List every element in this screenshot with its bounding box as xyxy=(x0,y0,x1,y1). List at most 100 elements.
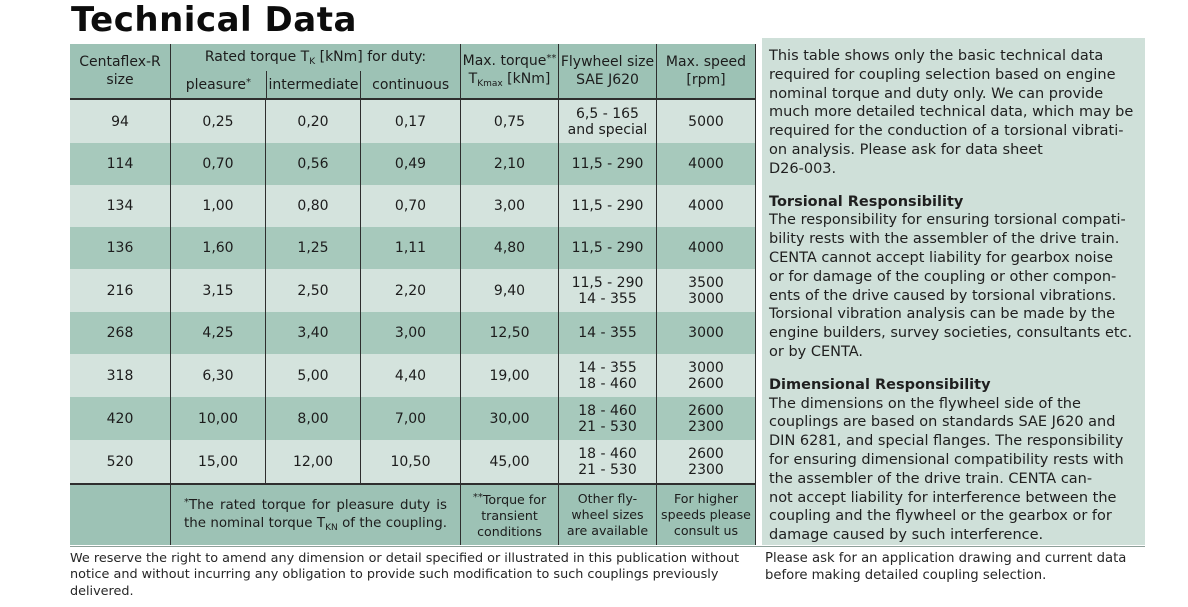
col-header-pleasure: pleasure* xyxy=(185,76,251,93)
cell-continuous: 0,70 xyxy=(361,185,461,227)
cell-intermediate: 5,00 xyxy=(266,354,361,397)
cell-flywheel: 11,5 - 290 xyxy=(559,143,657,185)
cell-pleasure: 1,60 xyxy=(171,227,266,269)
cell-continuous: 0,49 xyxy=(361,143,461,185)
cell-pleasure: 6,30 xyxy=(171,354,266,397)
cell-size: 134 xyxy=(70,185,171,227)
cell-continuous: 7,00 xyxy=(361,397,461,440)
table-row: 268 4,25 3,40 3,00 12,50 14 - 355 3000 xyxy=(70,312,756,354)
cell-flywheel: 11,5 - 290 xyxy=(559,227,657,269)
table-row: 420 10,00 8,00 7,00 30,00 18 - 460 21 - 5… xyxy=(70,397,756,440)
cell-speed: 2600 2300 xyxy=(657,397,756,440)
table-row: 114 0,70 0,56 0,49 2,10 11,5 - 290 4000 xyxy=(70,143,756,185)
cell-max-torque: 3,00 xyxy=(461,185,559,227)
cell-flywheel: 18 - 460 21 - 530 xyxy=(559,440,657,483)
cell-pleasure: 15,00 xyxy=(171,440,266,483)
table-row: 216 3,15 2,50 2,20 9,40 11,5 - 290 14 - 3… xyxy=(70,269,756,312)
cell-size: 216 xyxy=(70,269,171,312)
cell-speed: 3000 xyxy=(657,312,756,354)
rated-torque-label: Rated torque TK [kNm] for duty: xyxy=(204,48,427,67)
cell-flywheel: 6,5 - 165 and special xyxy=(559,100,657,143)
table-footer-row: *The rated torque for pleasure duty is t… xyxy=(70,483,756,545)
cell-pleasure: 10,00 xyxy=(171,397,266,440)
technical-data-table: Centaflex-R size Rated torque TK [kNm] f… xyxy=(70,44,756,545)
cell-size: 520 xyxy=(70,440,171,483)
cell-size: 318 xyxy=(70,354,171,397)
cell-intermediate: 0,20 xyxy=(266,100,361,143)
cell-intermediate: 3,40 xyxy=(266,312,361,354)
cell-continuous: 10,50 xyxy=(361,440,461,483)
cell-intermediate: 2,50 xyxy=(266,269,361,312)
cell-size: 94 xyxy=(70,100,171,143)
col-header-max-torque: Max. torque** TKmax [kNm] xyxy=(461,44,559,98)
cell-pleasure: 0,70 xyxy=(171,143,266,185)
col-header-size: Centaflex-R size xyxy=(70,44,171,98)
cell-size: 268 xyxy=(70,312,171,354)
cell-speed: 3500 3000 xyxy=(657,269,756,312)
table-row: 520 15,00 12,00 10,50 45,00 18 - 460 21 -… xyxy=(70,440,756,483)
cell-speed: 3000 2600 xyxy=(657,354,756,397)
table-row: 94 0,25 0,20 0,17 0,75 6,5 - 165 and spec… xyxy=(70,100,756,143)
cell-flywheel: 18 - 460 21 - 530 xyxy=(559,397,657,440)
cell-intermediate: 8,00 xyxy=(266,397,361,440)
cell-pleasure: 4,25 xyxy=(171,312,266,354)
cell-continuous: 4,40 xyxy=(361,354,461,397)
cell-max-torque: 12,50 xyxy=(461,312,559,354)
cell-speed: 4000 xyxy=(657,227,756,269)
col-header-max-speed: Max. speed [rpm] xyxy=(657,44,756,98)
cell-size: 114 xyxy=(70,143,171,185)
cell-speed: 5000 xyxy=(657,100,756,143)
cell-size: 420 xyxy=(70,397,171,440)
col-header-flywheel-size: Flywheel size SAE J620 xyxy=(559,44,657,98)
footnote-max-torque: **Torque for transient conditions xyxy=(461,485,559,545)
cell-continuous: 2,20 xyxy=(361,269,461,312)
cell-speed: 4000 xyxy=(657,185,756,227)
cell-max-torque: 0,75 xyxy=(461,100,559,143)
cell-max-torque: 19,00 xyxy=(461,354,559,397)
table-row: 318 6,30 5,00 4,40 19,00 14 - 355 18 - 46… xyxy=(70,354,756,397)
footnote-flywheel: Other fly- wheel sizes are available xyxy=(559,485,657,545)
table-header-row: Centaflex-R size Rated torque TK [kNm] f… xyxy=(70,44,756,100)
cell-pleasure: 3,15 xyxy=(171,269,266,312)
disclaimer-note: We reserve the right to amend any dimens… xyxy=(70,551,740,599)
cell-max-torque: 45,00 xyxy=(461,440,559,483)
cell-continuous: 0,17 xyxy=(361,100,461,143)
cell-intermediate: 12,00 xyxy=(266,440,361,483)
page-title: Technical Data xyxy=(71,0,357,40)
cell-continuous: 1,11 xyxy=(361,227,461,269)
col-header-intermediate: intermediate xyxy=(265,71,361,98)
cell-flywheel: 14 - 355 xyxy=(559,312,657,354)
cell-continuous: 3,00 xyxy=(361,312,461,354)
info-panel: This table shows only the basic technica… xyxy=(762,38,1145,545)
cell-max-torque: 2,10 xyxy=(461,143,559,185)
cell-max-torque: 4,80 xyxy=(461,227,559,269)
table-row: 136 1,60 1,25 1,11 4,80 11,5 - 290 4000 xyxy=(70,227,756,269)
horizontal-divider xyxy=(70,546,1145,547)
application-drawing-note: Please ask for an application drawing an… xyxy=(765,551,1127,583)
cell-size: 136 xyxy=(70,227,171,269)
footnote-speed: For higher speeds please consult us xyxy=(657,485,756,545)
section-dimensional-text: The dimensions on the flywheel side of t… xyxy=(769,395,1124,544)
cell-speed: 4000 xyxy=(657,143,756,185)
cell-flywheel: 14 - 355 18 - 460 xyxy=(559,354,657,397)
cell-intermediate: 1,25 xyxy=(266,227,361,269)
cell-intermediate: 0,80 xyxy=(266,185,361,227)
info-paragraph-intro: This table shows only the basic technica… xyxy=(769,48,1134,177)
section-heading-torsional: Torsional Responsibility xyxy=(769,193,964,210)
cell-intermediate: 0,56 xyxy=(266,143,361,185)
section-torsional-text: The responsibility for ensuring torsiona… xyxy=(769,212,1133,360)
section-heading-dimensional: Dimensional Responsibility xyxy=(769,376,991,393)
cell-max-torque: 30,00 xyxy=(461,397,559,440)
cell-speed: 2600 2300 xyxy=(657,440,756,483)
col-header-rated-torque-group: Rated torque TK [kNm] for duty: pleasure… xyxy=(171,44,461,98)
cell-flywheel: 11,5 - 290 xyxy=(559,185,657,227)
footer-empty-cell xyxy=(70,485,171,545)
cell-pleasure: 0,25 xyxy=(171,100,266,143)
cell-flywheel: 11,5 - 290 14 - 355 xyxy=(559,269,657,312)
cell-max-torque: 9,40 xyxy=(461,269,559,312)
footnote-rated-torque: *The rated torque for pleasure duty is t… xyxy=(171,485,461,545)
col-header-continuous: continuous xyxy=(360,71,460,98)
table-row: 134 1,00 0,80 0,70 3,00 11,5 - 290 4000 xyxy=(70,185,756,227)
cell-pleasure: 1,00 xyxy=(171,185,266,227)
